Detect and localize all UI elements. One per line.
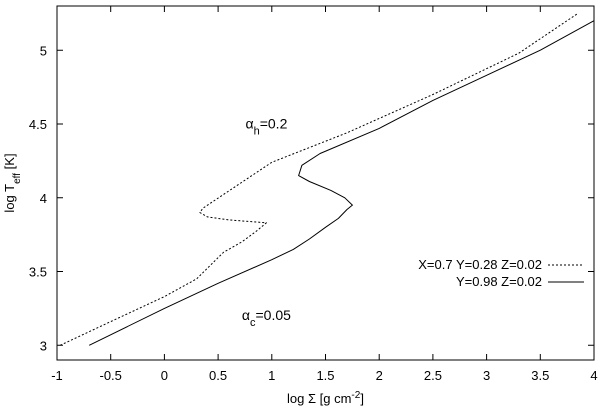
legend-label-series-1: X=0.7 Y=0.28 Z=0.02 (418, 257, 542, 272)
annotation-alpha-c-suffix: =0.05 (256, 307, 292, 323)
annotation-alpha-h: αh=0.2 (246, 115, 288, 137)
x-tick-label: 3.5 (531, 368, 549, 383)
x-tick-label: 4 (590, 368, 597, 383)
y-axis-label: log Teff [K] (2, 153, 23, 212)
annotation-alpha-c: αc=0.05 (242, 307, 291, 329)
series-line-1 (59, 12, 579, 346)
x-tick-label: 0 (161, 368, 168, 383)
x-tick-label: 1.5 (316, 368, 334, 383)
y-axis-label-suffix: [K] (2, 153, 17, 173)
annotation-alpha-c-base: α (242, 307, 250, 323)
annotation-alpha-h-base: α (246, 115, 254, 131)
x-axis-label-prefix: log Σ [g cm (287, 391, 351, 406)
x-tick-label: -1 (51, 368, 63, 383)
legend: X=0.7 Y=0.28 Z=0.02 Y=0.98 Z=0.02 (418, 257, 584, 289)
x-tick-label: 1 (268, 368, 275, 383)
x-axis-label-sup: -2 (351, 390, 360, 401)
annotation-alpha-c-sub: c (250, 317, 256, 329)
x-tick-label: -0.5 (99, 368, 121, 383)
plot-frame (56, 5, 595, 361)
y-axis-label-sub: eff (12, 173, 23, 184)
x-axis-label-suffix: ] (360, 391, 364, 406)
x-tick-label: 3 (483, 368, 490, 383)
annotation-alpha-h-suffix: =0.2 (260, 115, 288, 131)
x-tick-label: 2.5 (424, 368, 442, 383)
x-axis-label: log Σ [g cm-2] (287, 390, 364, 407)
series-line-2 (88, 20, 595, 346)
y-tick-label: 3.5 (29, 265, 47, 280)
series-layer (59, 12, 595, 346)
y-tick-label: 5 (40, 43, 47, 58)
y-tick-label: 3 (40, 338, 47, 353)
ticks-layer: -1 -0.5 0 0.5 1 1.5 2 2.5 3 3.5 4 3 3.5 4 4.5 5 (29, 6, 598, 383)
x-tick-label: 0.5 (209, 368, 227, 383)
x-tick-label: 2 (376, 368, 383, 383)
annotations-layer: αh=0.2 αc=0.05 (242, 115, 291, 329)
y-axis-label-prefix: log T (2, 184, 17, 213)
y-tick-label: 4.5 (29, 117, 47, 132)
y-tick-label: 4 (40, 191, 47, 206)
annotation-alpha-h-sub: h (254, 125, 260, 137)
legend-label-series-2: Y=0.98 Z=0.02 (456, 274, 542, 289)
